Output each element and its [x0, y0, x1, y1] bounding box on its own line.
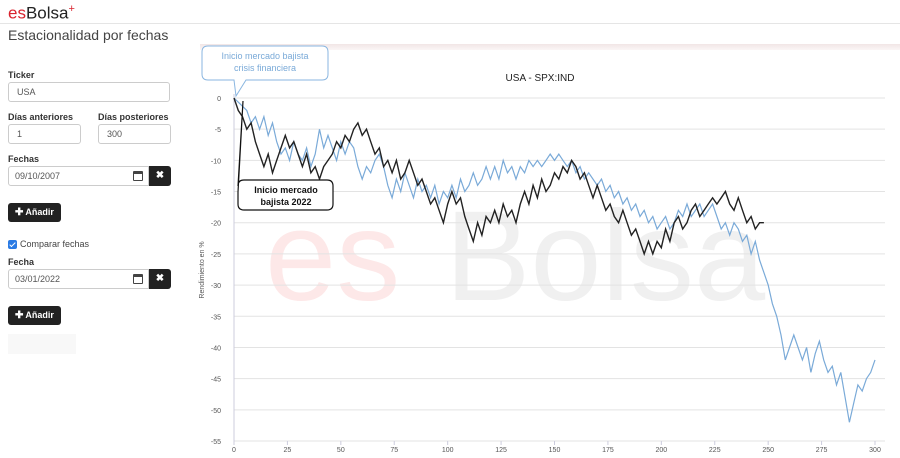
remove-fecha1-button[interactable]: ✖ — [149, 166, 171, 186]
x-tick-label: 150 — [549, 447, 561, 454]
callout-blue-line2: crisis financiera — [234, 63, 296, 73]
top-navbar: esBolsa+ — [0, 0, 900, 24]
y-tick-label: -15 — [211, 190, 221, 197]
dias-posteriores-label: Días posteriores — [98, 112, 169, 122]
y-tick-label: -25 — [211, 252, 221, 259]
fecha-label: Fecha — [8, 257, 35, 267]
plus-icon: ✚ — [15, 207, 24, 218]
logo-es: es — [8, 3, 26, 23]
add-fecha2-button[interactable]: ✚ Añadir — [8, 306, 61, 325]
x-tick-label: 0 — [232, 447, 236, 454]
fechas-label: Fechas — [8, 154, 40, 164]
x-tick-label: 225 — [709, 447, 721, 454]
y-tick-label: -55 — [211, 439, 221, 446]
dias-anteriores-input[interactable]: 1 — [8, 124, 81, 144]
page-title: Estacionalidad por fechas — [8, 27, 169, 43]
ticker-label: Ticker — [8, 70, 35, 80]
y-axis-label: Rendimiento en % — [199, 241, 206, 298]
series-line-blue — [233, 97, 876, 423]
header-divider — [200, 44, 900, 50]
y-tick-label: -50 — [211, 408, 221, 415]
plus-icon: ✚ — [15, 310, 24, 321]
fecha2-value: 03/01/2022 — [15, 274, 61, 284]
fecha2-date-input[interactable]: 03/01/2022 — [8, 269, 149, 289]
close-icon: ✖ — [155, 170, 165, 181]
calendar-icon[interactable] — [133, 171, 143, 181]
y-tick-label: -10 — [211, 158, 221, 165]
dias-posteriores-input[interactable]: 300 — [98, 124, 171, 144]
dias-anteriores-label: Días anteriores — [8, 112, 74, 122]
y-tick-label: -30 — [211, 283, 221, 290]
x-axis: 0 25 50 75 100 125 150 175 200 225 250 275 300 — [232, 441, 881, 454]
logo-bolsa: Bolsa — [25, 3, 69, 23]
add-button-label: Añadir — [25, 207, 54, 217]
y-axis: 0 -5 -10 -15 -20 -25 -30 -35 -40 -45 -50 -55 — [211, 96, 221, 446]
chart-grid — [233, 94, 885, 442]
callout-black-line2: bajista 2022 — [260, 197, 311, 207]
x-tick-label: 75 — [390, 447, 398, 454]
callout-black: Inicio mercado bajista 2022 — [237, 100, 334, 211]
watermark-bolsa: Bolsa — [445, 185, 766, 328]
add-button-label: Añadir — [25, 310, 54, 320]
fecha1-value: 09/10/2007 — [15, 171, 61, 181]
ghost-placeholder — [8, 334, 76, 354]
x-tick-label: 275 — [816, 447, 828, 454]
chart-series — [233, 97, 876, 423]
x-tick-label: 50 — [337, 447, 345, 454]
y-tick-label: -5 — [215, 127, 221, 134]
y-tick-label: 0 — [217, 96, 221, 103]
x-tick-label: 100 — [442, 447, 454, 454]
calendar-icon[interactable] — [133, 274, 143, 284]
remove-fecha2-button[interactable]: ✖ — [149, 269, 171, 289]
x-tick-label: 25 — [284, 447, 292, 454]
esbolsa-logo[interactable]: esBolsa+ — [8, 3, 75, 24]
close-icon: ✖ — [155, 273, 165, 284]
x-tick-label: 250 — [762, 447, 774, 454]
callout-blue: Inicio mercado bajista crisis financiera — [201, 45, 329, 98]
watermark: es Bolsa — [265, 185, 766, 328]
y-tick-label: -20 — [211, 221, 221, 228]
callout-black-line1: Inicio mercado — [254, 185, 318, 195]
comparar-fechas-checkbox[interactable] — [8, 240, 17, 249]
callout-blue-line1: Inicio mercado bajista — [221, 51, 308, 61]
y-tick-label: -40 — [211, 345, 221, 352]
comparar-fechas-label: Comparar fechas — [20, 239, 90, 249]
x-tick-label: 200 — [655, 447, 667, 454]
add-fecha-button[interactable]: ✚ Añadir — [8, 203, 61, 222]
x-tick-label: 175 — [602, 447, 614, 454]
fecha1-date-input[interactable]: 09/10/2007 — [8, 166, 149, 186]
ticker-input[interactable]: USA — [8, 82, 170, 102]
chart-title: USA - SPX:IND — [506, 73, 575, 84]
x-tick-label: 125 — [495, 447, 507, 454]
y-tick-label: -45 — [211, 377, 221, 384]
logo-plus: + — [68, 3, 75, 15]
series-line-black — [233, 97, 764, 257]
y-tick-label: -35 — [211, 314, 221, 321]
x-tick-label: 300 — [869, 447, 881, 454]
